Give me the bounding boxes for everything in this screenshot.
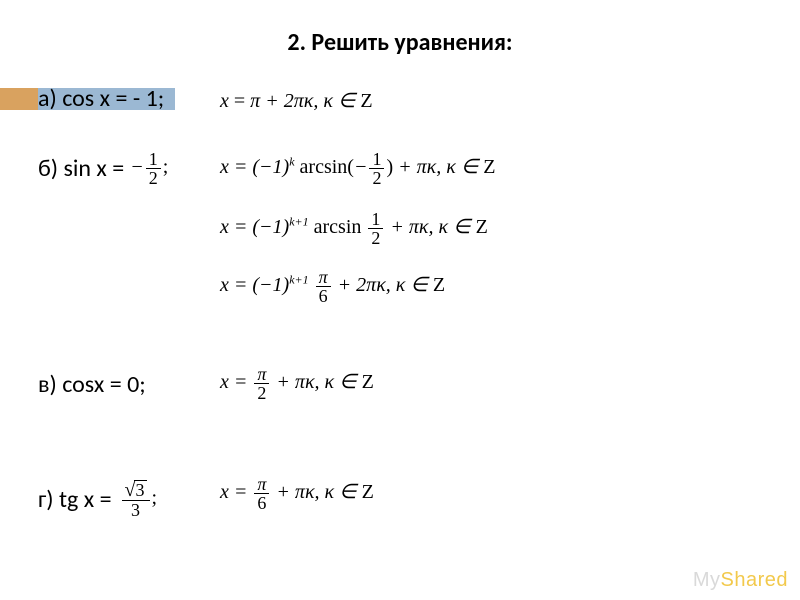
page-title: 2. Решить уравнения: [0, 28, 800, 57]
math-b2: x = (−1)k+1 arcsin 12 + πκ, κ ∈ Z [220, 210, 488, 247]
row-b-sol1: x = (−1)k arcsin(−12) + πκ, κ ∈ Z [220, 150, 496, 187]
rhs-b: −12; [130, 150, 168, 187]
math-a: x = π + 2πκ, κ ∈ Z [220, 88, 373, 113]
label-a: а) cos x = - 1; [38, 84, 164, 113]
row-a: а) cos x = - 1; [38, 84, 164, 113]
row-v-sol: x = π2 + πκ, κ ∈ Z [220, 365, 374, 402]
row-b: б) sin x = −12; [38, 150, 168, 187]
label-v: в) cosx = 0; [38, 370, 146, 399]
math-b3: x = (−1)k+1 π6 + 2πκ, κ ∈ Z [220, 268, 445, 305]
watermark-pre: My [693, 569, 721, 591]
label-b: б) sin x = [38, 154, 124, 183]
row-b-sol3: x = (−1)k+1 π6 + 2πκ, κ ∈ Z [220, 268, 445, 305]
row-g-sol: x = π6 + πκ, κ ∈ Z [220, 475, 374, 512]
rhs-g: √3 3 ; [120, 480, 158, 519]
row-v: в) cosx = 0; [38, 370, 146, 399]
watermark-accent: Shared [721, 569, 789, 591]
row-a-solution: x = π + 2πκ, κ ∈ Z [220, 88, 373, 113]
row-b-sol2: x = (−1)k+1 arcsin 12 + πκ, κ ∈ Z [220, 210, 488, 247]
label-g: г) tg x = [38, 485, 112, 514]
watermark: MyShared [693, 569, 788, 592]
row-g: г) tg x = √3 3 ; [38, 480, 157, 519]
math-v: x = π2 + πκ, κ ∈ Z [220, 365, 374, 402]
math-g: x = π6 + πκ, κ ∈ Z [220, 475, 374, 512]
math-b1: x = (−1)k arcsin(−12) + πκ, κ ∈ Z [220, 150, 496, 187]
